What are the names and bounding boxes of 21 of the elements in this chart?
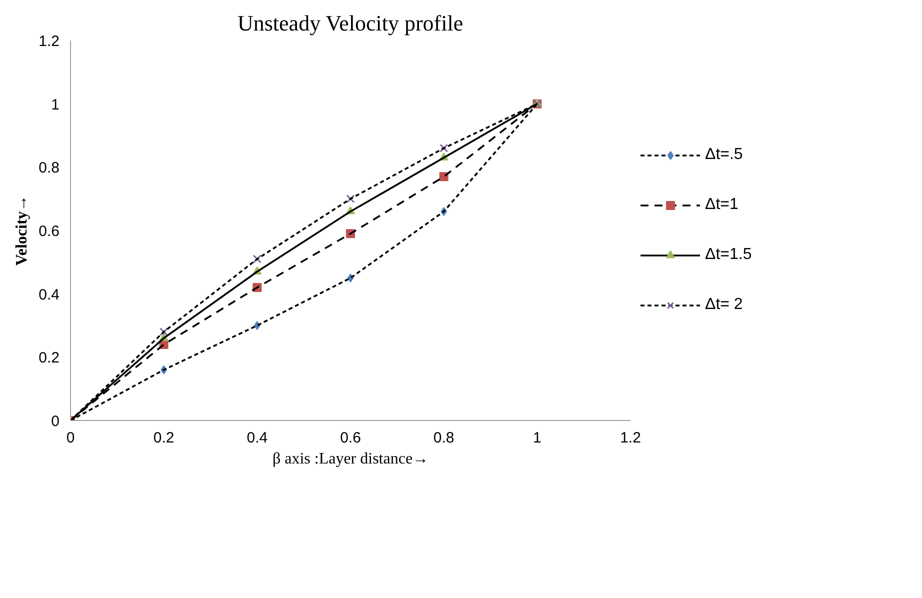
y-tick-label: 0.8: [38, 160, 60, 177]
y-tick-label: 0.4: [38, 286, 60, 304]
y-tick-label: 0: [51, 413, 60, 430]
x-tick-label: 0.8: [433, 430, 454, 446]
legend-label: Δt= 2: [705, 296, 743, 314]
x-tick-label: 0.2: [153, 430, 174, 446]
x-tick-label: 1: [532, 430, 542, 446]
legend-label: Δt=1: [705, 196, 738, 214]
y-tick-label: 0.6: [38, 223, 60, 240]
chart-title: Unsteady Velocity profile: [237, 10, 464, 36]
x-axis-title: β axis :Layer distance→: [272, 450, 429, 468]
legend-label: Δt=.5: [705, 146, 743, 164]
x-tick-label: 0.6: [340, 430, 361, 446]
y-tick-label: 1.2: [38, 33, 60, 50]
x-tick-label: 0: [66, 430, 75, 446]
y-tick-label: 0.2: [38, 350, 60, 367]
x-tick-label: 0.4: [246, 430, 268, 446]
y-axis-title: Velocity→: [14, 195, 31, 266]
y-tick-label: 1: [51, 96, 60, 114]
legend-label: Δt=1.5: [705, 246, 752, 264]
x-tick-label: 1.2: [620, 430, 641, 446]
